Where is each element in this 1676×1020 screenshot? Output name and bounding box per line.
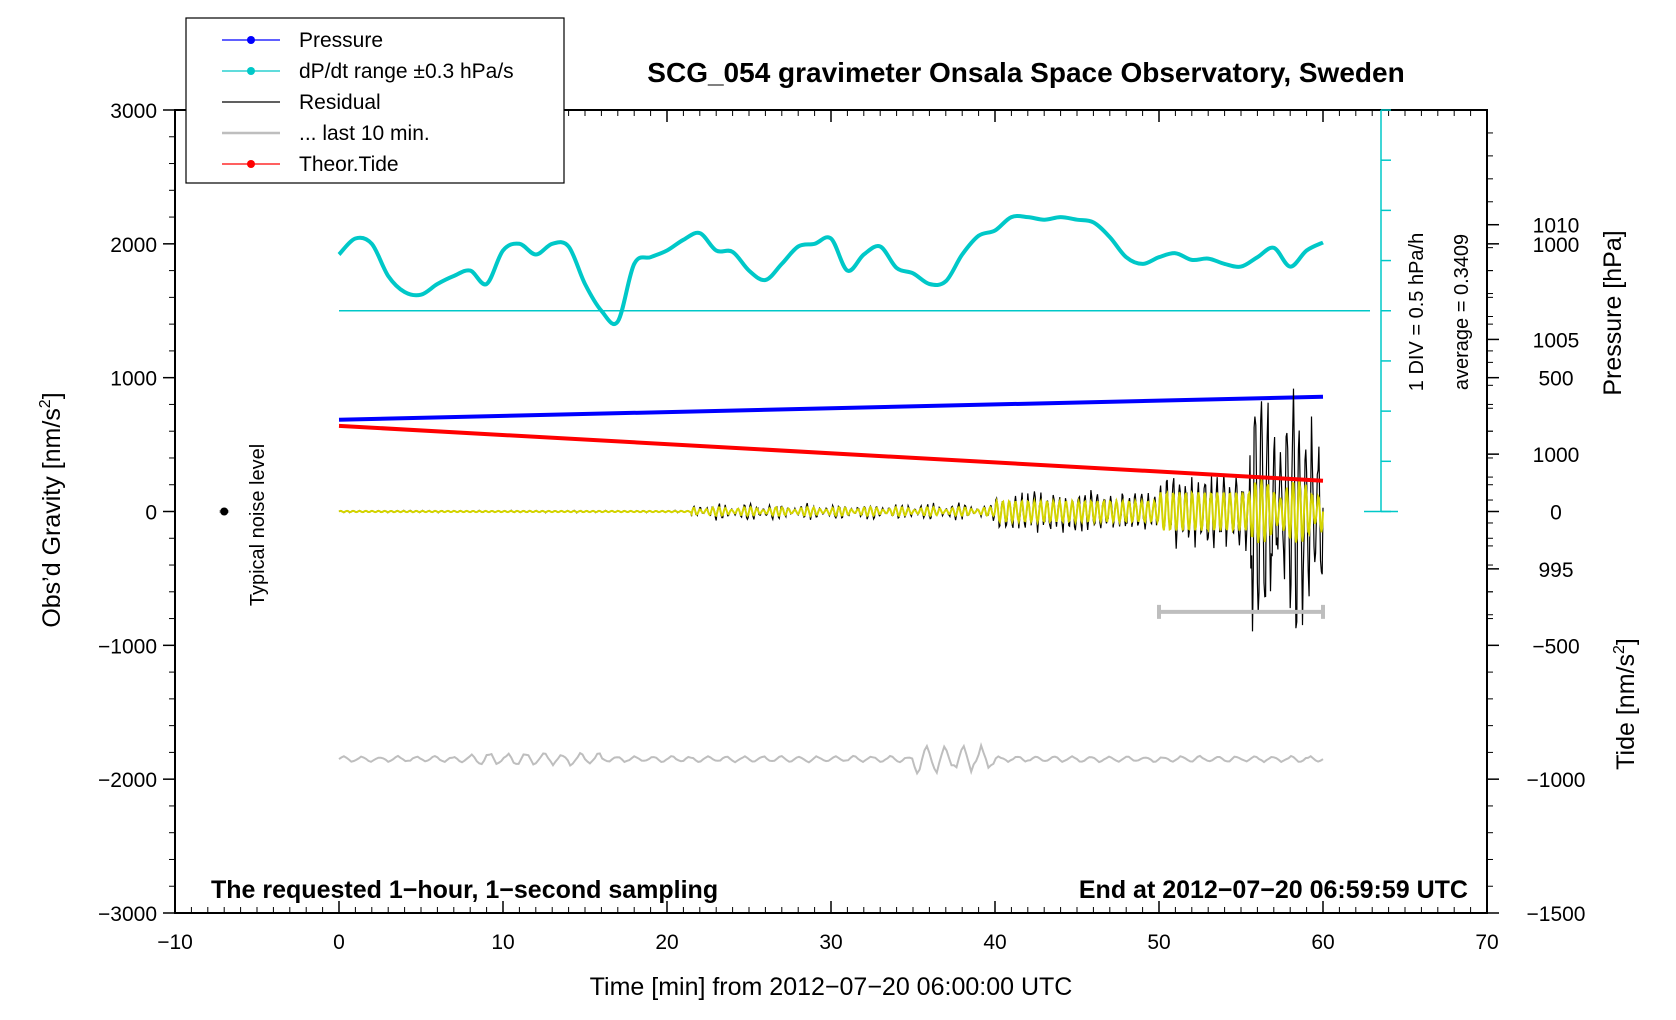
dpdt-line: [337, 213, 1324, 326]
gravity-axis-ticks: −3000 −2000 −1000 0 1000 2000 3000: [98, 100, 175, 926]
tide-tick-label: 0: [1550, 502, 1562, 525]
x-tick-label: 0: [333, 931, 345, 954]
x-tick-label: 10: [491, 931, 514, 954]
gravity-axis-label-end: ]: [38, 392, 66, 399]
tide-line: [338, 423, 1324, 483]
tide-axis-label: Tide [nm/s2]: [1611, 638, 1640, 770]
x-axis-label: Time [min] from 2012−07−20 06:00:00 UTC: [590, 973, 1073, 1001]
x-tick-label: 50: [1147, 931, 1170, 954]
noise-level-marker: [220, 507, 229, 516]
x-tick-label: −10: [157, 931, 193, 954]
legend-label: Pressure: [299, 29, 383, 52]
pressure-tick-label: 1010: [1533, 215, 1580, 238]
average-label: average = 0.3409: [1451, 234, 1473, 390]
tide-axis-label-main: Tide [nm/s: [1612, 654, 1640, 770]
gravity-axis-label: Obs’d Gravity [nm/s2]: [37, 392, 66, 627]
sampling-note: The requested 1−hour, 1−second sampling: [211, 876, 718, 904]
tide-tick-label: 1000: [1533, 234, 1580, 257]
pressure-tick-label: 995: [1538, 559, 1573, 582]
tide-axis-ticks: −1500 −1000 −500 0 500 1000: [1487, 234, 1585, 926]
pressure-tick-label: 1000: [1533, 444, 1580, 467]
pressure-line: [338, 394, 1324, 422]
legend: Pressure dP/dt range ±0.3 hPa/s Residual..…: [185, 17, 565, 184]
gravity-tick-label: −1000: [98, 635, 157, 658]
x-tick-label: 60: [1311, 931, 1334, 954]
pressure-axis-label: Pressure [hPa]: [1599, 230, 1627, 395]
legend-label: Residual: [299, 91, 381, 114]
legend-label: Theor.Tide: [299, 153, 399, 176]
residual-filtered-line: [338, 479, 1324, 544]
legend-marker: [247, 67, 255, 75]
gravity-tick-label: −3000: [98, 903, 157, 926]
legend-marker: [247, 160, 255, 168]
gravity-axis-label-sup: 2: [37, 399, 54, 408]
noise-level-label: Typical noise level: [247, 444, 269, 606]
gravity-tick-label: 3000: [110, 100, 157, 123]
dpdt-scale-bar: [1364, 109, 1398, 513]
x-tick-label: 40: [983, 931, 1006, 954]
legend-label: ... last 10 min.: [299, 122, 430, 145]
gravity-axis-label-main: Obs’d Gravity [nm/s: [38, 408, 66, 628]
legend-label: dP/dt range ±0.3 hPa/s: [299, 60, 514, 83]
gravity-tick-label: 2000: [110, 234, 157, 257]
gravity-tick-label: 0: [145, 502, 157, 525]
div-label: 1 DIV = 0.5 hPa/h: [1406, 233, 1428, 391]
x-tick-label: 70: [1475, 931, 1498, 954]
x-tick-label: 20: [655, 931, 678, 954]
x-tick-label: 30: [819, 931, 842, 954]
tide-tick-label: 500: [1538, 368, 1573, 391]
pressure-tick-label: 1005: [1533, 329, 1580, 352]
legend-box: [185, 17, 565, 184]
series-group: [219, 213, 1370, 776]
chart-title: SCG_054 gravimeter Onsala Space Observat…: [647, 57, 1404, 88]
tide-axis-label-sup: 2: [1611, 645, 1628, 654]
tide-tick-label: −1000: [1527, 769, 1586, 792]
last-10-min-line: [338, 742, 1324, 776]
end-time-note: End at 2012−07−20 06:59:59 UTC: [1079, 876, 1468, 904]
gravity-tick-label: 1000: [110, 368, 157, 391]
tide-tick-label: −1500: [1527, 903, 1586, 926]
gravity-tick-label: −2000: [98, 769, 157, 792]
pressure-axis-ticks: 995 1000 1005 1010: [1487, 132, 1580, 616]
tide-axis-label-end: ]: [1612, 638, 1640, 645]
legend-marker: [247, 36, 255, 44]
x-axis-ticks: −10 0 10 20 30 40 50 60 70: [157, 110, 1499, 954]
tide-tick-label: −500: [1532, 635, 1579, 658]
